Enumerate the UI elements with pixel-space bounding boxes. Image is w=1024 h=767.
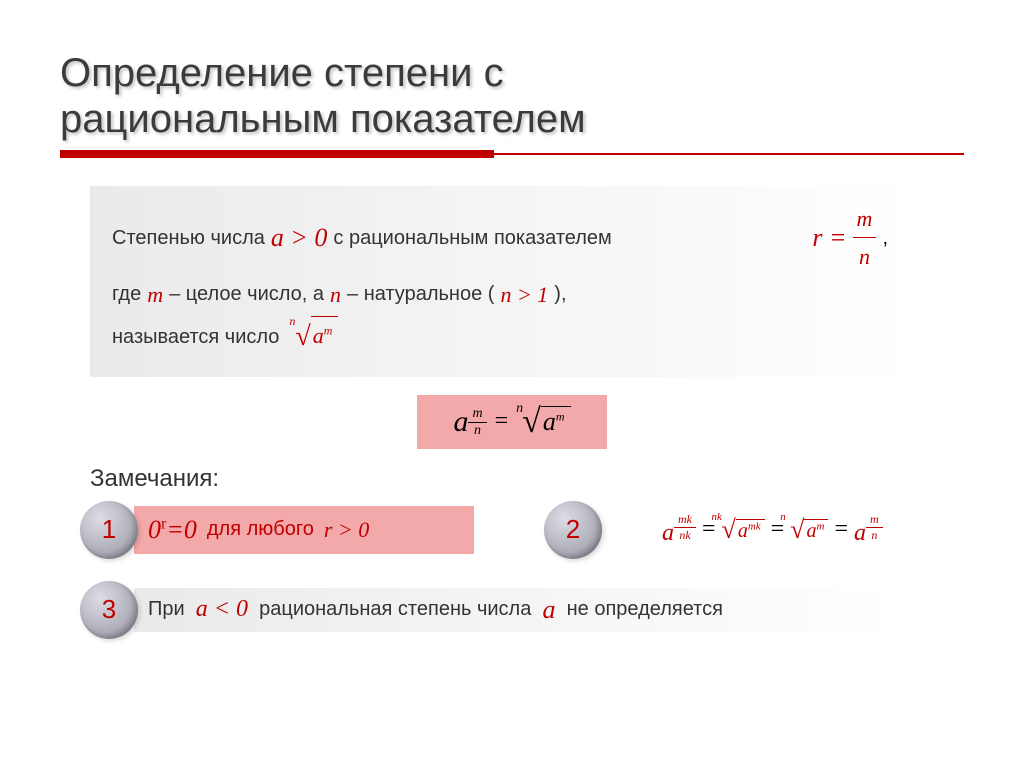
step1-frac: mknk xyxy=(674,512,696,543)
def-text: ), xyxy=(554,277,566,311)
definition-box: Степенью числа a > 0 с рациональным пока… xyxy=(90,186,910,377)
note3-text: рациональная степень числа xyxy=(259,598,531,621)
def-text: с рациональным показателем xyxy=(333,221,611,255)
main-formula-box: amn = n √am xyxy=(417,395,607,449)
root-base: a xyxy=(543,407,556,436)
title-line-1: Определение степени с xyxy=(60,51,504,95)
notes-heading: Замечания: xyxy=(90,465,964,493)
note-row-3: 3 При a < 0 рациональная степень числа a… xyxy=(80,581,964,639)
def-text: – целое число, а xyxy=(169,277,324,311)
root-degree: n xyxy=(289,311,295,331)
note-badge-1: 1 xyxy=(80,501,138,559)
note3-a-var: a xyxy=(542,595,555,625)
note-1-box: 0r=0 для любого r > 0 xyxy=(134,506,474,554)
root-exp: m xyxy=(556,409,565,423)
frac-num: m xyxy=(468,406,486,423)
def-text: Степенью числа xyxy=(112,221,265,255)
nth-root-a-m: n √am xyxy=(295,313,338,361)
formula-base: a xyxy=(453,405,468,438)
title-underline xyxy=(60,150,964,158)
step2-root: nk √amk xyxy=(722,515,765,545)
root-exp: m xyxy=(324,324,333,338)
note-badge-2: 2 xyxy=(544,501,602,559)
note3-a-cond: a < 0 xyxy=(196,596,248,623)
title-line-2: рациональным показателем xyxy=(60,97,586,141)
root-base: a xyxy=(313,323,324,348)
frac-num: m xyxy=(853,200,877,238)
r-equals: r = xyxy=(812,216,846,260)
eq-zero: =0 xyxy=(166,515,197,544)
note-badge-3: 3 xyxy=(80,581,138,639)
a-condition: a > 0 xyxy=(271,216,328,260)
note3-text: При xyxy=(148,598,185,621)
n-var: n xyxy=(330,276,341,313)
step4-frac: mn xyxy=(866,512,883,543)
step1-base: a xyxy=(662,520,674,546)
def-text: где xyxy=(112,277,141,311)
note-2-formula: amknk = nk √amk = n √am = amn xyxy=(662,512,883,547)
frac-den: n xyxy=(468,423,486,439)
slide-title: Определение степени с рациональным показ… xyxy=(60,50,964,142)
note-row-1-2: 1 0r=0 для любого r > 0 2 amknk = nk √am… xyxy=(80,501,964,559)
formula-exp-frac: mn xyxy=(468,406,486,439)
n-cond: n > 1 xyxy=(500,276,548,313)
root-degree: n xyxy=(516,401,523,417)
step4-base: a xyxy=(854,520,866,546)
fraction-m-over-n: m n xyxy=(853,200,877,276)
frac-den: n xyxy=(853,238,877,275)
note1-cond: r > 0 xyxy=(324,517,369,543)
def-text: – натуральное ( xyxy=(347,277,494,311)
note1-text: для любого xyxy=(207,518,314,541)
step3-root: n √am xyxy=(790,515,828,545)
formula-root: n √am xyxy=(522,403,570,441)
zero-base: 0 xyxy=(148,515,161,544)
def-text: называется число xyxy=(112,320,279,354)
note-3-box: При a < 0 рациональная степень числа a н… xyxy=(134,588,894,632)
note3-text: не определяется xyxy=(567,598,723,621)
m-var: m xyxy=(147,276,163,313)
